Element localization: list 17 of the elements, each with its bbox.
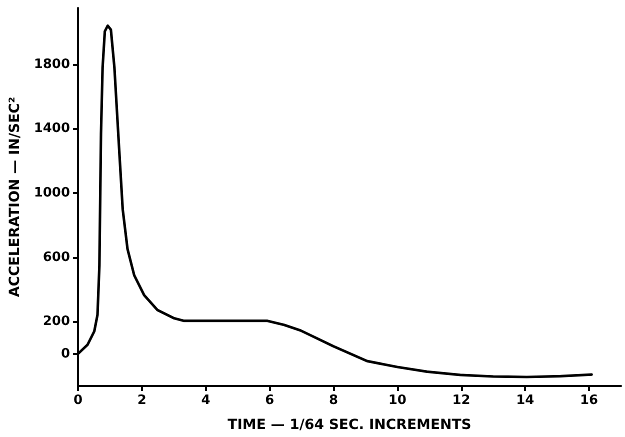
x-tick-label: 2	[137, 393, 146, 408]
y-tick-label: 1000	[34, 185, 70, 200]
x-tick-label: 6	[265, 393, 274, 408]
x-tick-label: 0	[73, 393, 83, 408]
y-tick-label: 1800	[34, 56, 70, 72]
x-tick-label: 8	[329, 393, 338, 408]
y-tick-label: 1400	[34, 121, 70, 136]
x-tick-label: 4	[201, 393, 210, 408]
y-tick-label: 0	[60, 346, 70, 362]
y-tick-label: 600	[42, 250, 70, 265]
x-tick-label: 12	[452, 393, 470, 408]
x-tick-label: 16	[580, 393, 598, 408]
x-axis-title: TIME — 1/64 SEC. INCREMENTS	[228, 417, 472, 433]
y-axis-title: ACCELERATION — IN/SEC²	[7, 96, 23, 298]
x-tick-label: 14	[516, 393, 534, 408]
y-tick-label: 200	[42, 314, 70, 330]
x-tick-label: 10	[388, 393, 406, 408]
